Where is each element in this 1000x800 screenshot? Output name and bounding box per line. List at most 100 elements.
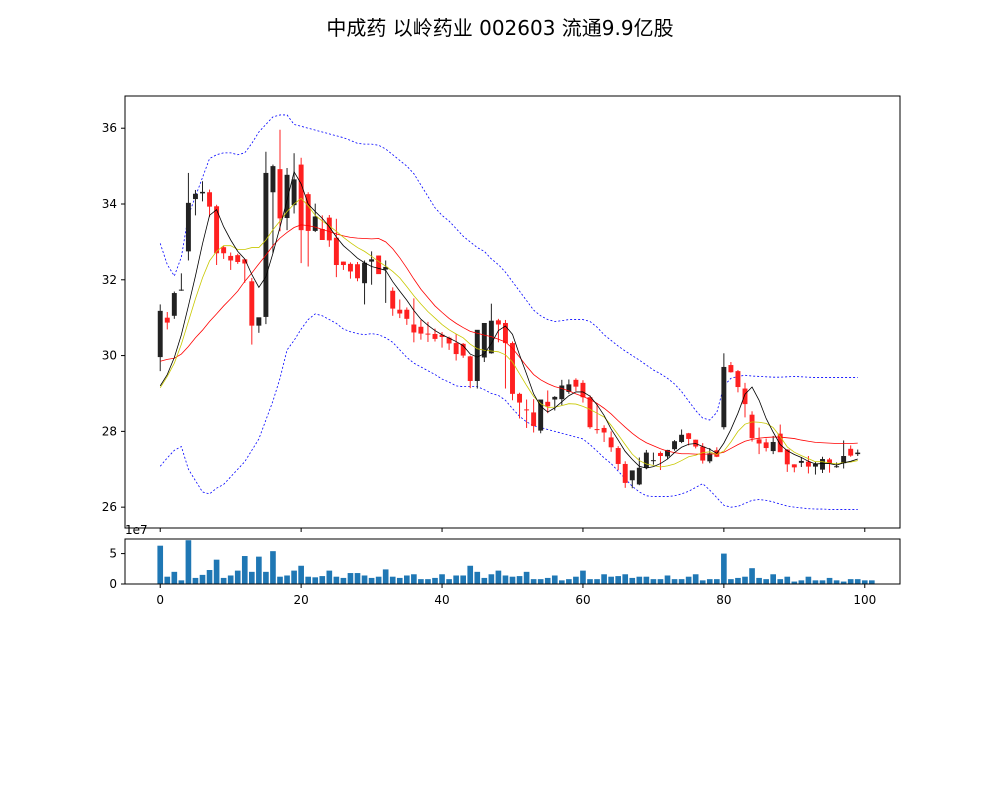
candle	[242, 258, 248, 283]
candle	[517, 392, 523, 419]
candle-body	[587, 397, 593, 428]
candle-body	[855, 452, 861, 455]
volume-bar	[840, 581, 847, 584]
volume-bar	[537, 579, 544, 584]
candle-body	[453, 343, 459, 355]
volume-bar	[206, 570, 213, 584]
candle	[171, 291, 177, 319]
candle-body	[665, 449, 670, 457]
volume-x-tick-label: 100	[853, 593, 876, 607]
candle-body	[608, 437, 614, 448]
candle-body	[531, 412, 537, 427]
candle	[820, 456, 825, 474]
candle-body	[242, 259, 248, 264]
candle	[643, 449, 649, 470]
volume-bar	[509, 576, 516, 584]
volume-bar	[861, 580, 868, 584]
plot-frame	[124, 95, 901, 529]
candle-body	[538, 399, 544, 431]
candle-body	[284, 174, 290, 219]
candle	[827, 457, 833, 473]
candle-body	[256, 317, 262, 326]
volume-bar	[643, 576, 650, 584]
candle	[390, 287, 396, 316]
candle	[221, 246, 227, 259]
candle-body	[679, 434, 685, 442]
candle-body	[178, 289, 184, 291]
volume-bar	[270, 551, 276, 584]
volume-bar	[699, 580, 706, 584]
candle	[749, 411, 755, 442]
ma20-line	[160, 224, 858, 455]
volume-bar	[854, 579, 861, 584]
candle	[355, 261, 360, 282]
candle-body	[228, 255, 234, 261]
candle	[573, 378, 579, 392]
volume-bar	[474, 571, 481, 584]
candle	[192, 189, 198, 216]
candle-body	[432, 333, 438, 339]
candle-body	[467, 356, 473, 381]
candle	[164, 312, 170, 330]
volume-bar	[502, 575, 509, 584]
candle-body	[192, 193, 198, 200]
candle-body	[559, 385, 565, 400]
volume-bar	[763, 579, 769, 584]
candle-body	[629, 470, 635, 481]
volume-bar	[615, 576, 621, 584]
candle-body	[474, 329, 480, 381]
candle-body	[185, 202, 191, 252]
volume-bar	[805, 576, 812, 584]
volume-bar	[347, 573, 354, 584]
volume-frame	[124, 538, 901, 585]
candle-body	[355, 264, 360, 279]
candle	[587, 395, 593, 429]
volume-bar	[826, 577, 833, 584]
volume-bar	[742, 576, 748, 584]
volume-bar	[664, 575, 671, 584]
volume-bar	[566, 579, 572, 584]
volume-bar	[453, 575, 459, 584]
volume-bar	[523, 571, 530, 584]
candle-body	[756, 439, 762, 444]
candle	[383, 260, 389, 303]
candle	[411, 298, 417, 343]
candle	[855, 449, 861, 456]
volume-y-tick-label: 0	[109, 577, 117, 591]
chart-title: 中成药 以岭药业 002603 流通9.9亿股	[326, 16, 674, 40]
volume-bar	[650, 579, 657, 584]
candle-body	[580, 382, 586, 398]
volume-bar	[629, 577, 636, 584]
volume-bar	[721, 553, 727, 584]
candle	[418, 319, 424, 340]
candle-body	[735, 371, 741, 388]
candlestick-panel: 26 28 30 32 34 36	[102, 95, 901, 532]
volume-bar	[622, 574, 629, 584]
candle-body	[657, 452, 663, 456]
volume-x-tick-label: 80	[716, 593, 731, 607]
candle	[707, 448, 713, 464]
candle-body	[721, 366, 727, 428]
volume-bar	[847, 579, 854, 584]
candle-body	[594, 429, 600, 431]
candle-body	[524, 409, 530, 411]
candle-body	[439, 334, 445, 338]
candle	[270, 164, 276, 254]
candle-body	[376, 255, 382, 275]
volume-bar	[319, 576, 326, 584]
candle	[566, 379, 572, 394]
candle	[650, 452, 656, 465]
candle-body	[207, 192, 213, 207]
candle	[263, 151, 269, 325]
candle	[629, 470, 635, 489]
volume-bar	[819, 580, 826, 584]
volume-bar	[833, 580, 840, 584]
candle	[601, 425, 607, 442]
candle-body	[636, 467, 642, 485]
candle-body	[270, 166, 276, 193]
candle	[777, 424, 783, 453]
candle-body	[263, 172, 269, 317]
candle-body	[552, 396, 558, 400]
candle	[214, 204, 220, 266]
plot-area-background	[125, 96, 900, 528]
